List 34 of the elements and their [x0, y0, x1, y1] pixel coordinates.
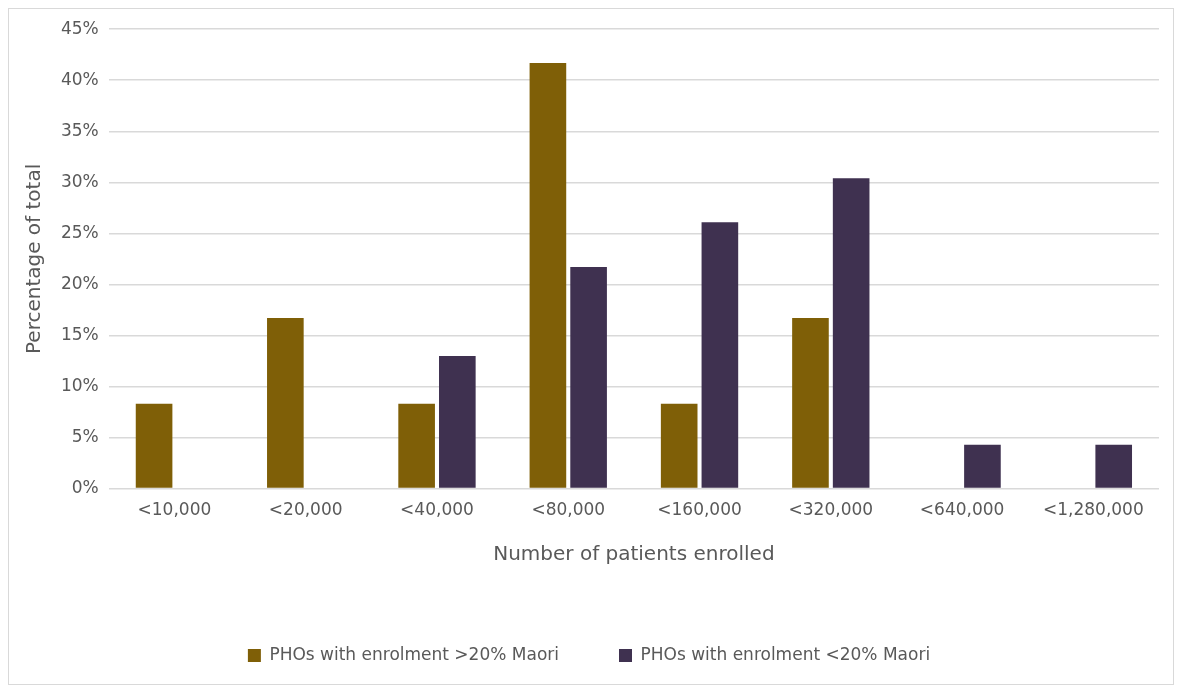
- x-tick-label: <40,000: [400, 499, 474, 520]
- x-axis-title: Number of patients enrolled: [493, 541, 775, 566]
- y-tick-label: 25%: [60, 221, 99, 242]
- bar: [792, 318, 829, 488]
- y-tick-label: 10%: [60, 374, 99, 395]
- bar: [398, 403, 435, 488]
- y-tick-label: 0%: [71, 477, 99, 498]
- bar: [529, 62, 567, 488]
- x-tick-label: <20,000: [268, 499, 343, 520]
- bar: [701, 222, 739, 488]
- bar: [439, 355, 476, 488]
- bar: [267, 318, 304, 488]
- legend-label: PHOs with enrolment <20% Maori: [640, 643, 931, 664]
- x-tick-label: <320,000: [788, 499, 874, 520]
- y-tick-label: 40%: [60, 68, 99, 89]
- y-tick-label: 15%: [60, 323, 99, 344]
- x-tick-label: <1,280,000: [1042, 499, 1144, 520]
- bar: [135, 403, 173, 488]
- y-tick-label: 30%: [60, 170, 99, 191]
- y-tick-label: 5%: [71, 425, 99, 446]
- y-axis-title: Percentage of total: [21, 163, 46, 355]
- bar: [832, 178, 870, 488]
- y-tick-label: 45%: [60, 17, 99, 38]
- bar: [570, 267, 607, 488]
- y-tick-label: 20%: [60, 272, 99, 293]
- x-tick-label: <640,000: [919, 499, 1005, 520]
- bar: [660, 403, 698, 488]
- y-tick-label: 35%: [60, 119, 99, 140]
- x-tick-label: <160,000: [657, 499, 742, 520]
- x-tick-label: <80,000: [531, 499, 606, 520]
- bar: [1095, 444, 1133, 488]
- bar: [964, 444, 1001, 488]
- legend-label: PHOs with enrolment >20% Maori: [269, 643, 560, 664]
- x-tick-label: <10,000: [137, 499, 212, 520]
